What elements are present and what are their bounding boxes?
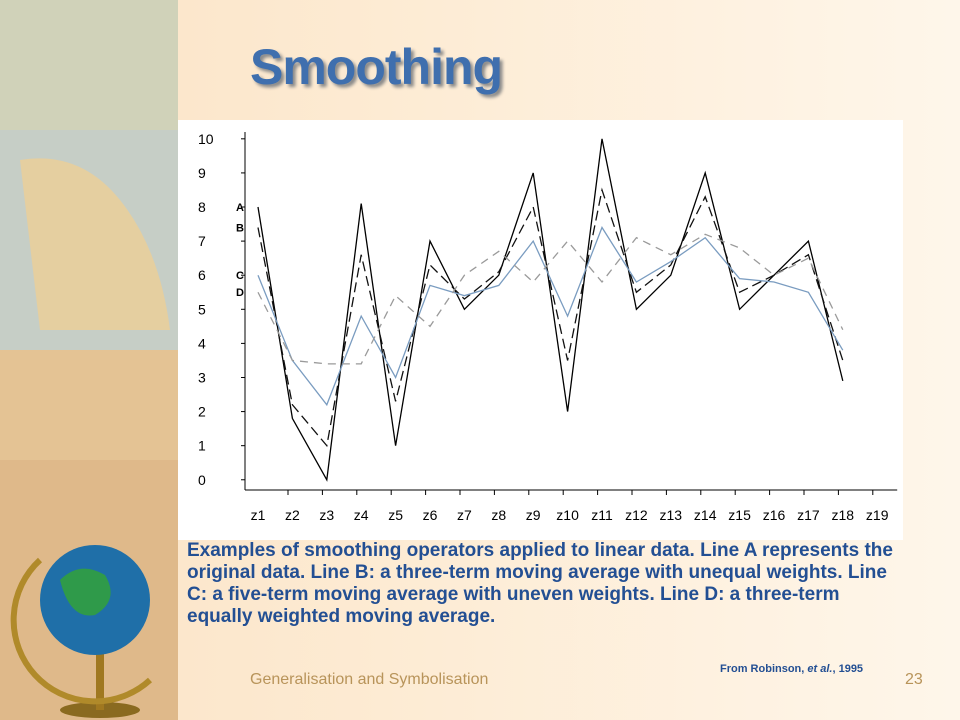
x-tick-label: z5 <box>388 507 403 523</box>
series-line <box>257 138 844 482</box>
map-panel <box>0 0 178 130</box>
y-tick-label: 6 <box>198 267 206 283</box>
x-tick-label: z10 <box>556 507 579 523</box>
y-tick-label: 0 <box>198 472 206 488</box>
chart: 0 1 2 3 4 5 6 7 8 9 10 z1 z2 z3 z4 z5 z6 z7 z8 z9 z10 z11 z12 z… <box>178 120 903 540</box>
x-tick-label: z17 <box>797 507 820 523</box>
y-tick-label: 1 <box>198 438 206 454</box>
chart-background <box>178 120 903 540</box>
map-land <box>20 158 170 330</box>
series-label: C <box>236 270 244 282</box>
series-line <box>257 226 844 407</box>
y-tick-label: 8 <box>198 199 206 215</box>
series-label: A <box>236 202 244 214</box>
caption: Examples of smoothing operators applied … <box>187 540 893 627</box>
x-tick-label: z16 <box>763 507 786 523</box>
y-tick-label: 2 <box>198 404 206 420</box>
x-tick-label: z8 <box>491 507 506 523</box>
x-tick-label: z11 <box>591 507 613 523</box>
x-tick-label: z2 <box>285 507 300 523</box>
map-panel <box>0 350 178 460</box>
y-tick-label: 10 <box>198 131 214 147</box>
series-line <box>257 233 844 365</box>
x-tick-label: z14 <box>694 507 717 523</box>
x-tick-label: z1 <box>251 507 266 523</box>
x-tick-label: z6 <box>423 507 438 523</box>
citation-text: , 1995 <box>832 663 864 675</box>
y-tick-label: 9 <box>198 165 206 181</box>
page-number: 23 <box>905 671 923 688</box>
x-tick-label: z15 <box>728 507 751 523</box>
y-tick-label: 4 <box>198 335 206 351</box>
x-tick-label: z19 <box>866 507 889 523</box>
x-tick-label: z4 <box>354 507 369 523</box>
footer: Generalisation and Symbolisation <box>250 671 489 688</box>
citation-text: From Robinson, <box>720 663 808 675</box>
x-tick-label: z12 <box>625 507 648 523</box>
x-tick-label: z3 <box>319 507 334 523</box>
x-tick-label: z18 <box>832 507 855 523</box>
globe-stand <box>96 640 104 710</box>
series-label: D <box>236 287 244 299</box>
x-tick-label: z9 <box>526 507 541 523</box>
citation: From Robinson, et al., 1995 <box>720 663 863 675</box>
x-tick-label: z13 <box>660 507 683 523</box>
y-tick-label: 3 <box>198 369 206 385</box>
y-tick-label: 5 <box>198 301 206 317</box>
globe-ring <box>10 557 153 705</box>
x-tick-label: z7 <box>457 507 472 523</box>
slide-title: Smoothing <box>250 39 503 95</box>
globe-land <box>60 568 111 616</box>
citation-italic: et al. <box>807 663 833 675</box>
y-tick-label: 7 <box>198 233 206 249</box>
series-label: B <box>236 222 244 234</box>
map-strip <box>0 0 178 720</box>
series-line <box>257 187 844 448</box>
